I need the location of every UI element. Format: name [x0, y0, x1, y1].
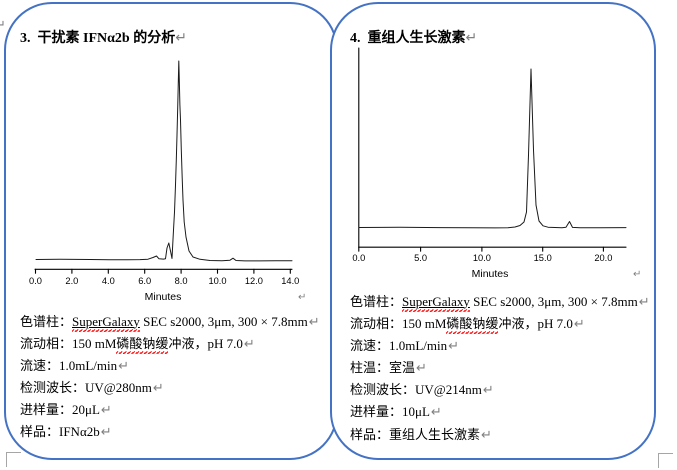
svg-text:Minutes: Minutes	[145, 291, 182, 303]
svg-text:0.0: 0.0	[352, 253, 365, 263]
svg-text:0.0: 0.0	[29, 276, 42, 286]
svg-text:8.0: 8.0	[175, 276, 188, 286]
svg-text:6.0: 6.0	[138, 276, 151, 286]
svg-text:Minutes: Minutes	[472, 268, 509, 280]
svg-text:↵: ↵	[298, 292, 306, 303]
svg-text:10.0: 10.0	[208, 276, 226, 286]
svg-text:10.0: 10.0	[473, 253, 491, 263]
svg-text:15.0: 15.0	[534, 253, 552, 263]
svg-text:2.0: 2.0	[65, 276, 78, 286]
svg-text:↵: ↵	[633, 269, 641, 280]
svg-text:20.0: 20.0	[594, 253, 612, 263]
svg-text:14.0: 14.0	[281, 276, 299, 286]
svg-text:5.0: 5.0	[414, 253, 427, 263]
svg-text:12.0: 12.0	[245, 276, 263, 286]
svg-text:4.0: 4.0	[102, 276, 115, 286]
